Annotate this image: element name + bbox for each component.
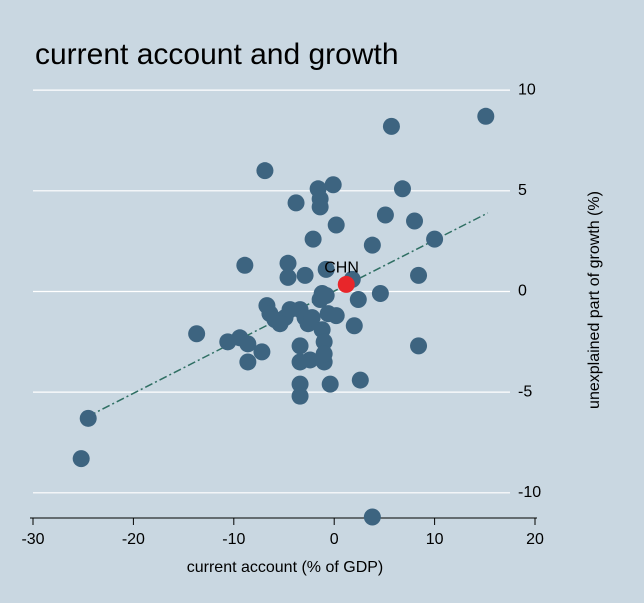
point: [349, 291, 367, 309]
point: [321, 375, 339, 393]
point: [271, 315, 289, 333]
chart-title: current account and growth: [35, 38, 399, 71]
y-tick-label: 0: [518, 283, 527, 300]
point: [351, 371, 369, 389]
point: [296, 266, 314, 284]
point: [371, 284, 389, 302]
point: [393, 180, 411, 198]
x-axis-label: current account (% of GDP): [187, 559, 384, 576]
y-axis-label: unexplained part of growth (%): [586, 191, 603, 409]
point: [301, 351, 319, 369]
point: [426, 230, 444, 248]
x-tick-label: -10: [222, 531, 245, 548]
point: [79, 409, 97, 427]
y-tick-label: 10: [518, 81, 536, 98]
point: [315, 333, 333, 351]
point: [279, 254, 297, 272]
point: [256, 162, 274, 180]
point: [324, 176, 342, 194]
point: [315, 345, 333, 363]
point: [327, 307, 345, 325]
x-tick-label: -30: [21, 531, 44, 548]
point: [239, 353, 257, 371]
x-tick-label: -20: [122, 531, 145, 548]
point: [311, 198, 329, 216]
x-tick-label: 0: [330, 531, 339, 548]
point: [291, 375, 309, 393]
point: [327, 216, 345, 234]
point: [317, 260, 335, 278]
point: [410, 337, 428, 355]
point: [236, 256, 254, 274]
point: [337, 275, 355, 293]
point: [291, 387, 309, 405]
point: [477, 107, 495, 125]
point: [279, 268, 297, 286]
point: [239, 335, 257, 353]
point: [406, 212, 424, 230]
point: [410, 266, 428, 284]
point: [253, 343, 271, 361]
y-tick-label: -5: [518, 383, 532, 400]
point: [303, 309, 321, 327]
point: [363, 236, 381, 254]
point: [291, 337, 309, 355]
x-tick-label: 20: [526, 531, 544, 548]
point: [72, 450, 90, 468]
y-tick-label: 5: [518, 182, 527, 199]
point-label: CHN: [324, 260, 359, 277]
point: [188, 325, 206, 343]
point: [363, 508, 381, 526]
point: [287, 194, 305, 212]
point: [345, 317, 363, 335]
x-tick-label: 10: [426, 531, 444, 548]
point: [382, 117, 400, 135]
point: [304, 230, 322, 248]
y-tick-label: -10: [518, 484, 541, 501]
point: [317, 287, 335, 305]
point: [376, 206, 394, 224]
